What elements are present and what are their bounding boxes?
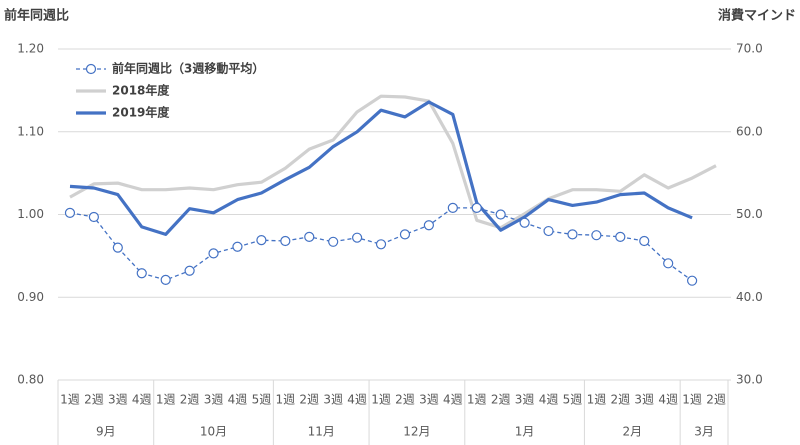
marker (112, 242, 123, 253)
group-label: 1月 (515, 425, 535, 439)
group-label: 9月 (96, 425, 116, 439)
marker (519, 217, 530, 228)
marker (591, 230, 602, 241)
group-label: 2月 (622, 425, 642, 439)
series-line (69, 207, 693, 282)
marker (160, 274, 171, 285)
y-tick-label: 0.90 (17, 290, 44, 304)
x-tick-label: 2週 (611, 393, 631, 407)
x-tick-label: 2週 (395, 393, 415, 407)
x-tick-label: 4週 (347, 393, 367, 407)
marker (423, 220, 434, 231)
x-tick-label: 1週 (587, 393, 607, 407)
legend-label: 2018年度 (112, 83, 170, 98)
legend-marker (85, 63, 97, 75)
marker (64, 207, 76, 218)
marker (495, 209, 506, 220)
x-tick-label: 1週 (467, 393, 487, 407)
marker (184, 265, 195, 276)
y2-tick-label: 50.0 (736, 207, 763, 221)
x-tick-label: 4週 (658, 393, 678, 407)
x-tick-label: 3週 (108, 393, 128, 407)
marker (208, 248, 219, 259)
marker (639, 235, 650, 247)
x-tick-label: 4週 (443, 393, 463, 407)
x-tick-label: 2週 (706, 393, 726, 407)
marker (543, 225, 554, 237)
legend-label: 前年同週比（3週移動平均） (112, 61, 264, 76)
y2-tick-label: 70.0 (736, 42, 763, 56)
marker (375, 239, 387, 250)
y-tick-label: 0.80 (17, 373, 44, 387)
marker (663, 258, 674, 269)
marker (88, 211, 99, 223)
marker (687, 275, 698, 286)
series-line (69, 100, 693, 236)
marker (232, 241, 243, 252)
y2-tick-label: 30.0 (736, 373, 763, 387)
marker (280, 235, 291, 247)
x-tick-label: 3週 (634, 393, 654, 407)
x-tick-label: 5週 (563, 393, 583, 407)
x-tick-label: 2週 (491, 393, 511, 407)
x-tick-label: 1週 (682, 393, 702, 407)
marker (136, 268, 147, 279)
x-tick-label: 1週 (60, 393, 80, 407)
x-tick-label: 2週 (84, 393, 104, 407)
x-tick-label: 2週 (299, 393, 319, 407)
y-tick-label: 1.20 (17, 42, 44, 56)
marker (304, 231, 315, 242)
y2-tick-label: 60.0 (736, 124, 763, 138)
marker (615, 231, 626, 242)
group-label: 11月 (308, 425, 335, 439)
x-tick-label: 3週 (515, 393, 535, 407)
series-line (69, 94, 717, 230)
marker (447, 202, 458, 213)
x-tick-label: 1週 (156, 393, 176, 407)
marker (399, 229, 411, 240)
group-label: 12月 (403, 425, 430, 439)
y-tick-label: 1.00 (17, 207, 44, 221)
marker (471, 202, 482, 213)
left-axis-title: 前年同週比 (4, 8, 69, 24)
y2-tick-label: 40.0 (736, 290, 763, 304)
marker (567, 229, 578, 240)
x-tick-label: 3週 (323, 393, 343, 407)
x-tick-label: 1週 (276, 393, 296, 407)
x-tick-label: 4週 (228, 393, 248, 407)
x-tick-label: 3週 (419, 393, 439, 407)
x-tick-label: 4週 (132, 393, 152, 407)
right-axis-title: 消費マインド (718, 8, 796, 24)
group-label: 3月 (694, 425, 714, 439)
marker (256, 235, 267, 246)
y-tick-label: 1.10 (17, 124, 44, 138)
marker (328, 236, 339, 247)
x-tick-label: 3週 (204, 393, 224, 407)
x-tick-label: 5週 (252, 393, 272, 407)
marker (352, 232, 363, 243)
legend-label: 2019年度 (112, 105, 170, 120)
x-tick-label: 2週 (180, 393, 200, 407)
x-tick-label: 4週 (539, 393, 559, 407)
x-tick-label: 1週 (371, 393, 391, 407)
group-label: 10月 (200, 425, 227, 439)
